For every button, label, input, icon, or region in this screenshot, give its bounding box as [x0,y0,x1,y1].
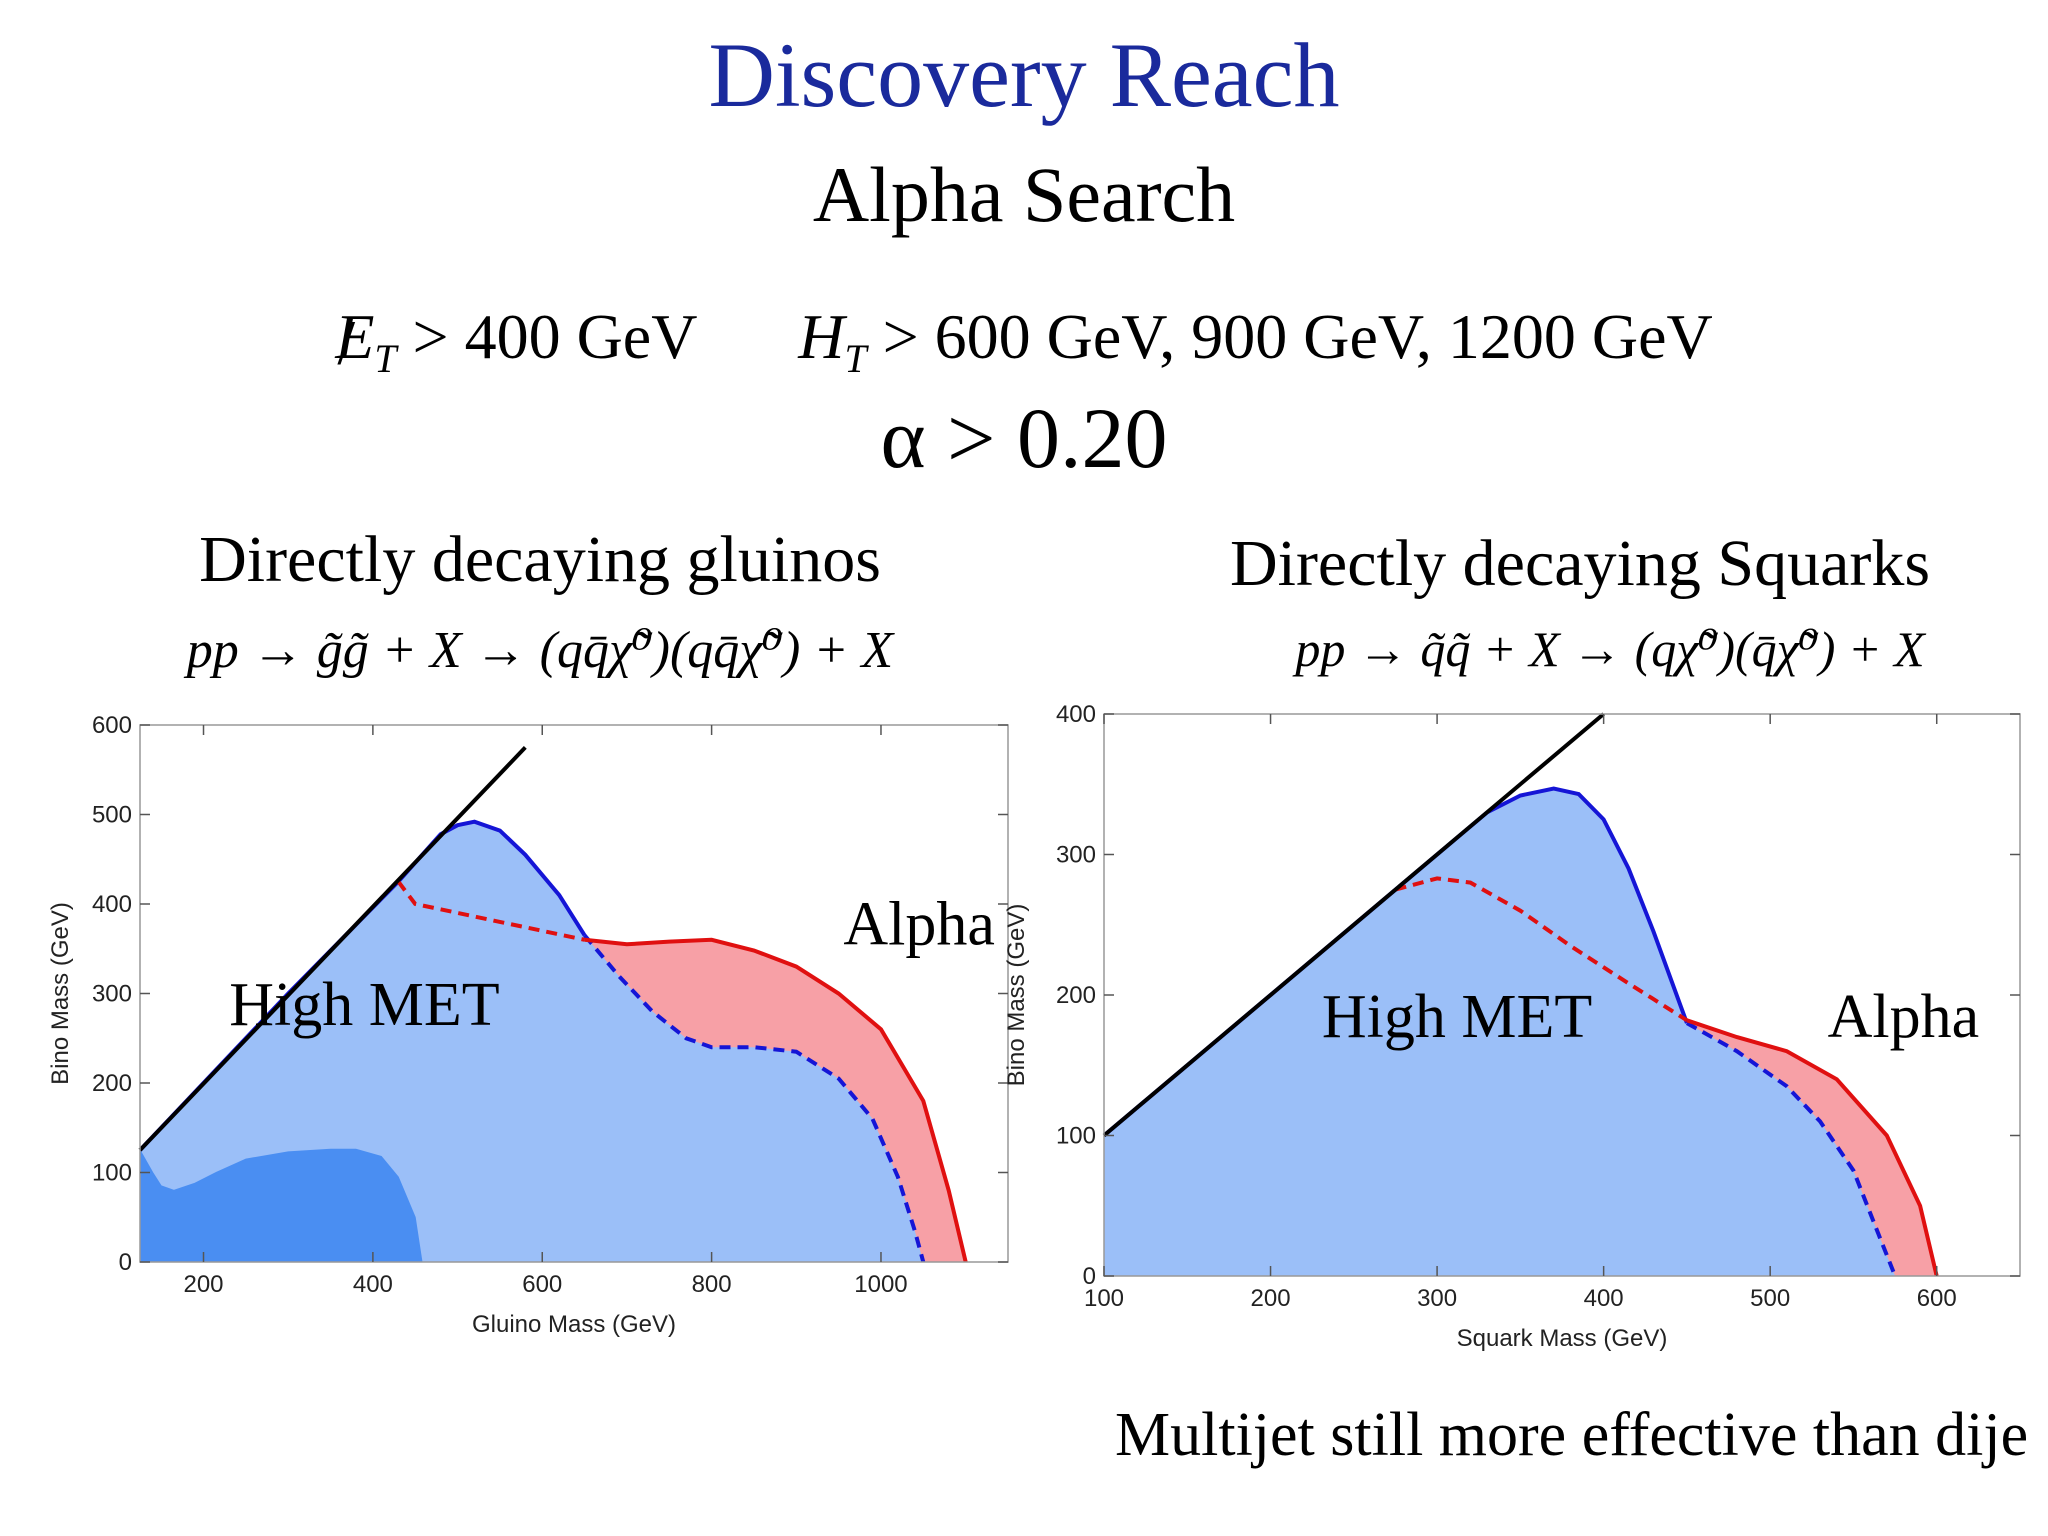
ht-symbol: H [798,301,845,372]
x-tick-label: 1000 [854,1271,907,1298]
left-panel-heading: Directly decaying gluinos [199,523,881,596]
high-met-region [1104,788,1896,1276]
y-tick-label: 200 [1056,982,1096,1009]
x-tick-label: 800 [692,1271,732,1298]
ht-subscript: T [844,336,867,381]
x-tick-label: 200 [1251,1285,1291,1312]
y-tick-label: 0 [119,1249,132,1276]
dark-region [140,1148,423,1262]
y-tick-label: 100 [92,1160,132,1187]
gluino-chart: 200 400 600 800 1000 0 100 200 300 400 500 600 Gluin… [47,712,1009,1338]
met-cut: > 400 GeV [412,301,697,372]
right-process-formula: pp → q̃q̃ + X → (qχ̃⁰)(q̄χ̃⁰) + X [1295,621,1925,677]
slide-title: Discovery Reach [708,24,1340,126]
y-tick-label: 200 [92,1070,132,1097]
footer-note: Multijet still more effective than dije [1115,1401,2029,1469]
y-tick-label: 300 [92,981,132,1008]
kinematic-limit-line [1102,712,1605,1138]
y-tick-label: 300 [1056,842,1096,869]
met-subscript: T [374,336,397,381]
kinematic-limit-line [138,746,527,1152]
plot-area [140,819,968,1262]
region-label: Alpha [1828,983,1980,1051]
x-axis-label: Gluino Mass (GeV) [472,1311,676,1338]
x-tick-label: 500 [1750,1285,1790,1312]
x-tick-label: 100 [1084,1285,1124,1312]
y-tick-label: 0 [1083,1263,1096,1290]
slide-subtitle: Alpha Search [812,151,1236,238]
region-label: Alpha [843,890,995,958]
met-symbol-wrap: ET / [335,300,396,382]
y-axis-label: Bino Mass (GeV) [47,902,74,1085]
region-label: High MET [1322,983,1592,1051]
high-met-dashed-line [583,934,926,1262]
alpha-boundary-line [584,937,968,1262]
y-tick-label: 600 [92,712,132,739]
region-label: High MET [229,971,499,1039]
x-tick-label: 200 [183,1271,223,1298]
cuts-line: ET / > 400 GeV HT > 600 GeV, 900 GeV, 12… [0,300,2048,382]
x-tick-label: 400 [353,1271,393,1298]
alpha-dashed-line [1394,876,1688,1022]
y-tick-label: 400 [1056,701,1096,728]
ht-cut: > 600 GeV, 900 GeV, 1200 GeV [882,301,1713,372]
alpha-boundary-line [1686,1018,1939,1276]
met-symbol: E [335,301,375,372]
met-slash-icon: / [337,307,356,378]
x-tick-label: 400 [1584,1285,1624,1312]
x-axis-label: Squark Mass (GeV) [1457,1325,1668,1352]
alpha-dashed-line [396,880,586,942]
x-tick-label: 600 [1917,1285,1957,1312]
x-tick-label: 300 [1417,1285,1457,1312]
left-process-formula: pp → g̃g̃ + X → (qq̄χ̃⁰)(qq̄χ̃⁰) + X [186,622,894,679]
y-tick-label: 500 [92,802,132,829]
alpha-cut: α > 0.20 [880,390,1168,486]
right-panel-heading: Directly decaying Squarks [1229,527,1931,600]
y-tick-label: 400 [92,891,132,918]
high-met-dashed-line [1685,1021,1897,1276]
y-axis-label: Bino Mass (GeV) [1003,904,1030,1087]
y-tick-label: 100 [1056,1123,1096,1150]
x-tick-label: 600 [522,1271,562,1298]
